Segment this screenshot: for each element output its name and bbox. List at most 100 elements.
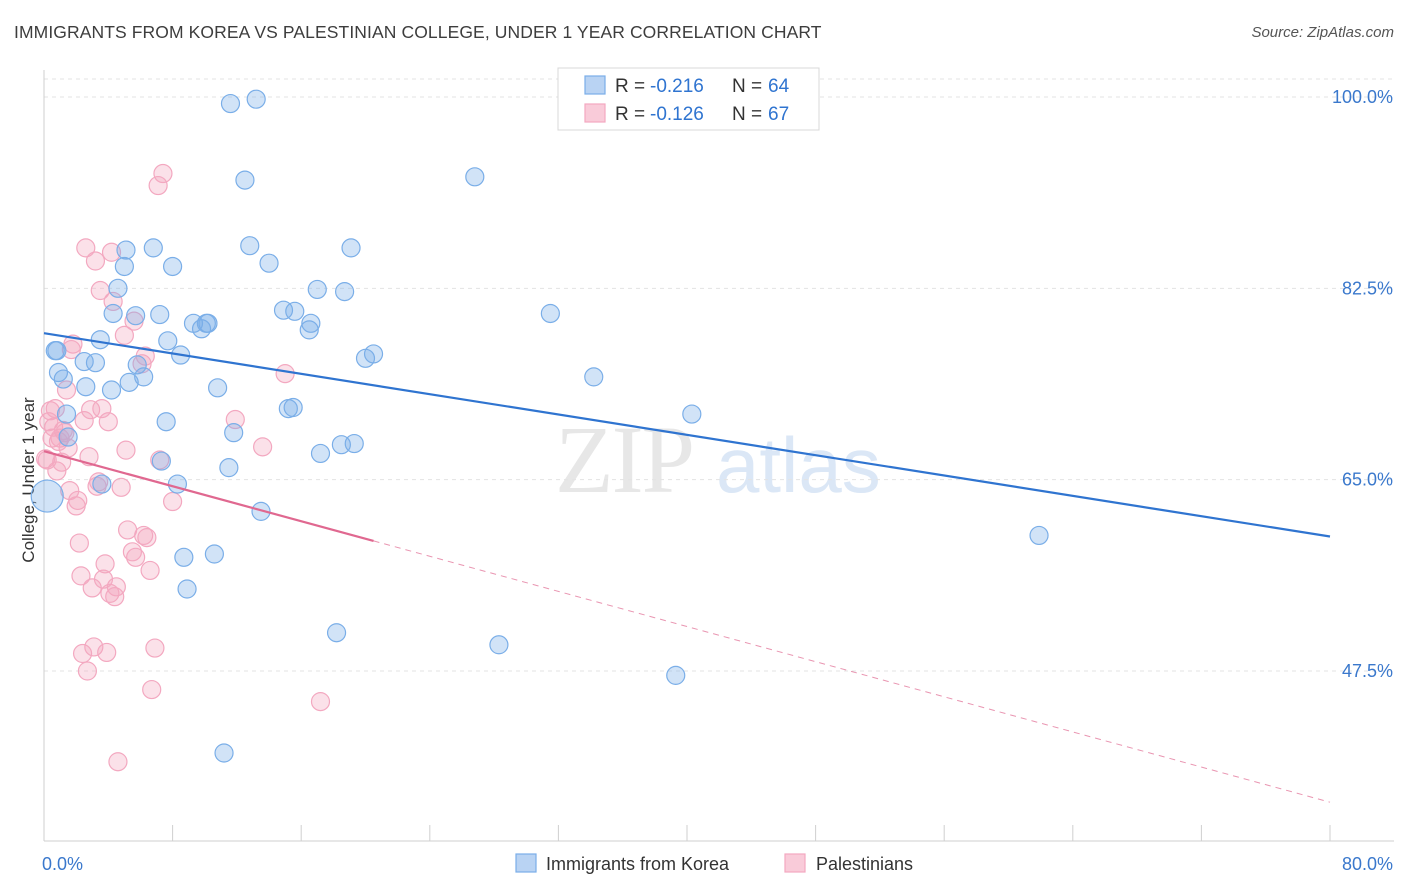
point-palestinians — [145, 638, 165, 658]
point-korea — [344, 433, 364, 454]
point-palestinians — [134, 525, 154, 546]
point-korea — [310, 443, 331, 464]
point-korea — [126, 306, 146, 326]
point-palestinians — [122, 542, 143, 562]
point-palestinians — [106, 577, 126, 597]
point-palestinians — [114, 325, 134, 345]
y-tick-label: 65.0% — [1342, 470, 1393, 490]
point-palestinians — [98, 412, 118, 432]
point-palestinians — [310, 692, 331, 712]
y-tick-label: 82.5% — [1342, 278, 1393, 298]
point-palestinians — [77, 661, 98, 681]
point-korea — [30, 479, 64, 513]
point-korea — [307, 279, 327, 300]
axes — [43, 70, 1394, 842]
legend-bottom: Immigrants from Korea Palestinians — [515, 853, 913, 874]
legend-r-label-korea: R = — [615, 76, 645, 97]
point-korea — [341, 238, 361, 258]
point-korea — [326, 623, 347, 643]
point-korea — [53, 369, 73, 389]
point-korea — [163, 256, 183, 277]
point-korea — [246, 89, 266, 109]
legend-swatch-palestinians — [584, 103, 606, 123]
bottom-legend-swatch-korea — [515, 853, 537, 873]
point-korea — [143, 238, 163, 258]
y-tick-labels: 100.0% 82.5% 65.0% 47.5% — [1332, 87, 1393, 681]
point-palestinians — [137, 528, 157, 548]
point-korea — [682, 404, 702, 424]
point-korea — [85, 353, 106, 373]
bottom-legend-label-palestinians: Palestinians — [816, 854, 913, 874]
point-palestinians — [153, 163, 173, 184]
point-palestinians — [76, 238, 96, 258]
point-korea — [204, 544, 224, 564]
point-korea — [58, 427, 78, 447]
y-tick-label: 100.0% — [1332, 87, 1393, 107]
point-palestinians — [253, 437, 273, 457]
korea-points — [30, 89, 1049, 763]
watermark-zip: ZIP — [555, 406, 693, 513]
point-korea — [151, 451, 171, 471]
point-palestinians — [47, 461, 67, 481]
legend-r-value-korea: -0.216 — [650, 76, 704, 97]
legend-top: R = -0.216 N = 64 R = -0.126 N = 67 — [557, 67, 820, 131]
bottom-legend-label-korea: Immigrants from Korea — [546, 854, 730, 874]
point-korea — [47, 341, 67, 361]
point-korea — [103, 303, 123, 324]
point-korea — [174, 547, 194, 567]
point-palestinians — [126, 547, 146, 567]
point-korea — [116, 240, 136, 260]
trend-lines — [43, 332, 1331, 803]
palestinians-points — [36, 163, 331, 772]
point-korea — [101, 380, 122, 400]
point-palestinians — [63, 334, 83, 354]
point-korea — [90, 330, 110, 350]
point-korea — [208, 378, 228, 398]
grid-lines — [44, 78, 1394, 672]
point-palestinians — [150, 450, 170, 470]
point-palestinians — [111, 477, 131, 497]
x-tick-label: 0.0% — [42, 854, 83, 874]
point-korea — [56, 404, 77, 424]
point-korea — [134, 367, 154, 387]
point-palestinians — [95, 554, 115, 574]
x-tick-label: 80.0% — [1342, 854, 1393, 874]
point-palestinians — [36, 449, 56, 469]
point-korea — [666, 665, 686, 685]
point-palestinians — [275, 364, 295, 384]
point-korea — [108, 278, 128, 298]
point-korea — [465, 167, 485, 187]
point-palestinians — [163, 491, 183, 512]
legend-n-label-korea: N = — [732, 76, 762, 97]
point-palestinians — [101, 242, 122, 262]
point-korea — [119, 372, 139, 392]
point-palestinians — [85, 251, 106, 271]
trend-line-palestinians-extension — [373, 540, 1331, 803]
chart-title: IMMIGRANTS FROM KOREA VS PALESTINIAN COL… — [14, 22, 822, 42]
point-korea — [299, 320, 319, 340]
point-korea — [224, 423, 244, 443]
source-label: Source: ZipAtlas.com — [1251, 24, 1394, 41]
point-palestinians — [117, 520, 138, 540]
point-palestinians — [105, 587, 125, 607]
point-korea — [301, 313, 321, 333]
legend-r-value-palestinians: -0.126 — [650, 104, 704, 125]
watermark-atlas: atlas — [716, 421, 881, 509]
point-korea — [158, 331, 178, 351]
point-palestinians — [74, 411, 94, 431]
legend-swatch-korea — [584, 75, 606, 95]
point-korea — [584, 367, 604, 387]
point-palestinians — [72, 643, 93, 664]
point-palestinians — [56, 380, 77, 400]
point-palestinians — [40, 401, 61, 421]
point-palestinians — [45, 399, 65, 419]
point-korea — [92, 474, 112, 494]
point-palestinians — [71, 566, 91, 586]
point-korea — [114, 256, 134, 277]
point-korea — [489, 635, 509, 655]
point-korea — [214, 743, 234, 763]
legend-n-value-palestinians: 67 — [768, 104, 789, 125]
point-korea — [219, 458, 239, 478]
point-korea — [177, 579, 197, 599]
